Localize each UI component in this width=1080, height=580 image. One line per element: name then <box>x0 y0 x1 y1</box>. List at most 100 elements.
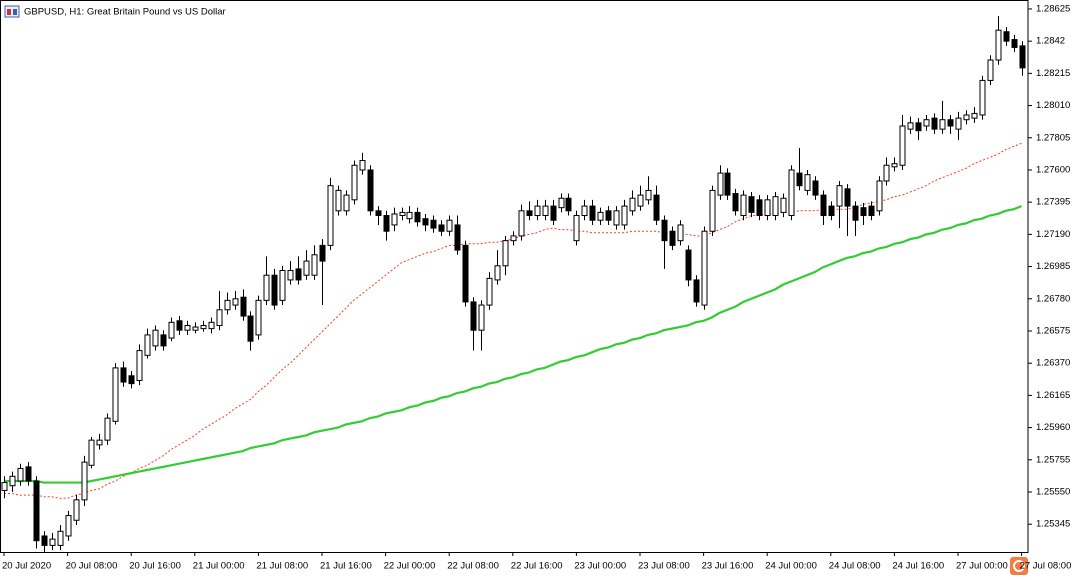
plot-frame <box>0 0 1029 553</box>
candle-body <box>995 29 1002 61</box>
y-tick-label: 1.27395 <box>1036 197 1070 208</box>
candle-body <box>311 254 318 276</box>
candle-body <box>375 210 382 217</box>
candle-body <box>613 210 620 226</box>
candle-body <box>1019 45 1026 69</box>
candle-body <box>518 210 525 237</box>
candle-body <box>605 210 612 221</box>
candle-body <box>414 211 421 223</box>
candle-body <box>120 367 127 383</box>
candle-body <box>422 218 429 226</box>
candle-body <box>510 235 517 242</box>
candle-body <box>947 119 954 127</box>
plot-area <box>1 16 1026 552</box>
candle-body <box>868 205 875 217</box>
candle-body <box>709 189 716 232</box>
ma-line <box>4 205 1023 484</box>
candle-body <box>216 309 223 326</box>
candle-body <box>438 224 445 232</box>
ma-line <box>4 142 1022 499</box>
candle-body <box>629 197 636 212</box>
candle-body <box>923 119 930 127</box>
x-tick-label: 27 Jul 08:00 <box>1020 561 1072 572</box>
candle-body <box>836 185 843 207</box>
x-tick-label: 23 Jul 08:00 <box>638 561 690 572</box>
candle-body <box>81 461 88 501</box>
candle-body <box>287 270 294 281</box>
candle-body <box>1011 39 1018 48</box>
y-tick-label: 1.27805 <box>1036 132 1070 143</box>
candle-body <box>796 172 803 187</box>
candle-body <box>359 160 366 171</box>
candle-body <box>534 205 541 217</box>
candle-body <box>57 530 64 546</box>
candle-body <box>637 194 644 207</box>
candle-body <box>931 117 938 130</box>
candle-body <box>907 122 914 130</box>
candle-body <box>295 268 302 281</box>
y-tick-label: 1.27600 <box>1036 164 1070 175</box>
candle-body <box>160 334 167 347</box>
x-tick-label: 21 Jul 16:00 <box>320 561 372 572</box>
x-tick-label: 27 Jul 00:00 <box>956 561 1008 572</box>
x-tick-label: 23 Jul 00:00 <box>574 561 626 572</box>
candle-body <box>462 244 469 303</box>
candle-body <box>184 324 191 331</box>
candle-body <box>25 466 32 482</box>
candle-body <box>915 122 922 132</box>
x-tick-label: 24 Jul 16:00 <box>892 561 944 572</box>
candle-body <box>112 367 119 422</box>
x-tick-label: 22 Jul 16:00 <box>511 561 563 572</box>
candle-body <box>343 194 350 212</box>
candle-body <box>351 164 358 201</box>
candle-body <box>335 189 342 212</box>
candle-body <box>96 439 103 446</box>
candle-body <box>677 224 684 242</box>
candle-body <box>804 174 811 191</box>
candle-body <box>740 194 747 217</box>
candle-body <box>406 211 413 220</box>
candle-body <box>899 125 906 166</box>
candle-body <box>319 244 326 262</box>
symbol-icon <box>4 5 20 18</box>
candle-body <box>303 260 310 276</box>
candle-body <box>891 163 898 168</box>
candle-body <box>136 350 143 381</box>
candle-body <box>486 277 493 306</box>
candle-body <box>367 169 374 212</box>
candle-body <box>128 375 135 385</box>
candle-body <box>717 172 724 196</box>
candle-body <box>732 193 739 212</box>
x-tick-label: 24 Jul 08:00 <box>829 561 881 572</box>
candle-body <box>812 180 819 196</box>
candle-body <box>820 194 827 217</box>
candle-body <box>9 475 16 487</box>
y-tick-label: 1.2842 <box>1036 36 1065 47</box>
candle-body <box>645 189 652 201</box>
y-tick-label: 1.25345 <box>1036 519 1070 530</box>
candle-body <box>621 205 628 226</box>
candle-body <box>542 205 549 217</box>
candle-body <box>860 207 867 217</box>
candle-body <box>748 196 755 213</box>
y-tick-label: 1.25550 <box>1036 487 1070 498</box>
x-tick-label: 20 Jul 2020 <box>2 561 51 572</box>
logo <box>1010 557 1028 575</box>
candle-body <box>550 205 557 221</box>
candle-body <box>144 334 151 356</box>
candle-body <box>1003 31 1010 42</box>
y-tick-label: 1.27190 <box>1036 229 1070 240</box>
candle-body <box>470 301 477 331</box>
candle-body <box>41 535 48 546</box>
candle-body <box>788 169 795 217</box>
candle-body <box>247 315 254 342</box>
candle-body <box>963 114 970 121</box>
candle-body <box>454 224 461 251</box>
x-tick-label: 23 Jul 16:00 <box>702 561 754 572</box>
candle-body <box>987 59 994 81</box>
candle-body <box>271 274 278 306</box>
candle-body <box>327 185 334 246</box>
candle-body <box>478 304 485 331</box>
candle-body <box>565 197 572 212</box>
